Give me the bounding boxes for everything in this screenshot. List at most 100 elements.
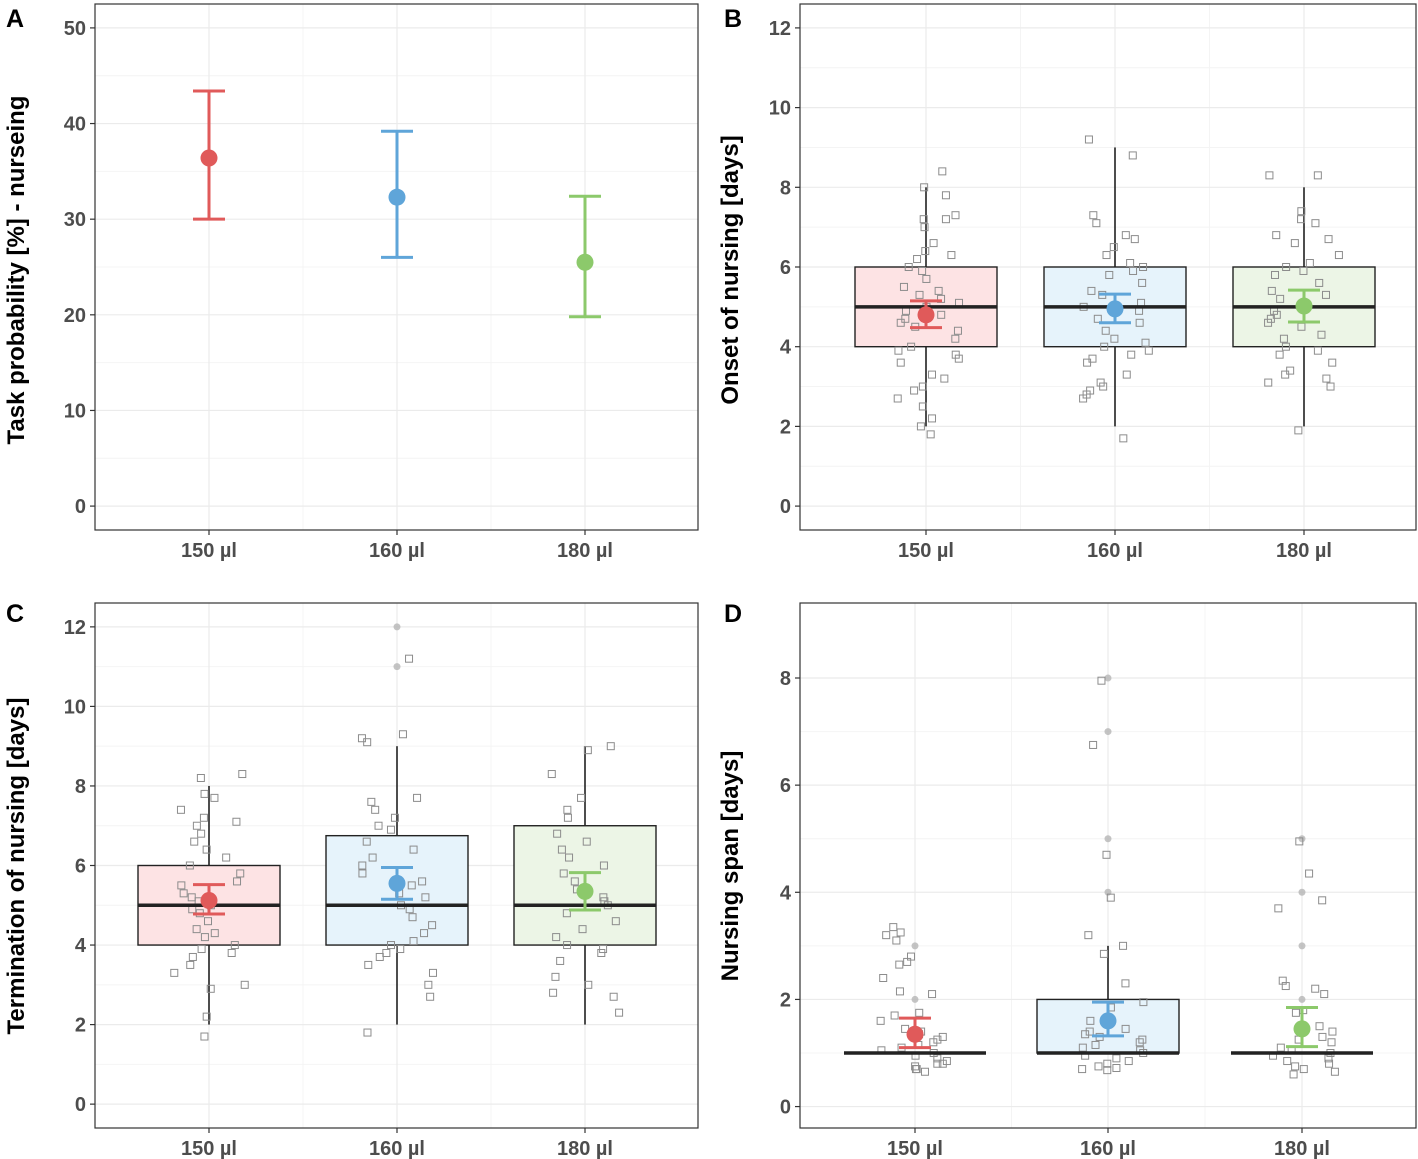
jitter-point-b [954, 354, 963, 363]
jitter-point-c [405, 654, 414, 663]
x-tick-label-d: 150 µl [887, 1138, 943, 1159]
mean-point-c [576, 882, 594, 900]
jitter-point-c [609, 992, 618, 1001]
y-tick-label-b: 10 [769, 98, 791, 120]
jitter-point-b [941, 191, 950, 200]
y-tick-label-d: 4 [780, 882, 792, 904]
jitter-point-c [552, 933, 561, 942]
jitter-point-c [421, 893, 430, 902]
jitter-point-b [907, 342, 916, 351]
jitter-point-c [559, 869, 568, 878]
jitter-point-d [1086, 1016, 1095, 1025]
jitter-point-c [578, 925, 587, 934]
jitter-point-c [583, 746, 592, 755]
jitter-point-d [1124, 1057, 1133, 1066]
jitter-point-b [896, 318, 905, 327]
jitter-point-b [928, 414, 937, 423]
jitter-point-c [238, 770, 247, 779]
jitter-point-c [363, 1028, 372, 1037]
x-tick-label-c: 160 µl [369, 1138, 425, 1159]
jitter-point-b [918, 402, 927, 411]
mean-point-c [200, 892, 218, 909]
jitter-point-c [597, 949, 606, 957]
y-tick-label-b: 8 [780, 177, 791, 199]
y-tick-label-a: 30 [64, 209, 86, 231]
jitter-point-c [364, 960, 373, 969]
jitter-point-b [1093, 314, 1102, 323]
jitter-point-b [904, 263, 913, 271]
jitter-point-c [210, 929, 219, 938]
jitter-point-b [1141, 338, 1150, 347]
jitter-point-c [615, 1008, 624, 1017]
jitter-point-c [230, 941, 239, 950]
jitter-point-b [915, 290, 924, 299]
jitter-point-d [1099, 949, 1108, 958]
jitter-point-d [1103, 1066, 1112, 1075]
y-tick-label-c: 8 [75, 776, 86, 798]
jitter-point-b [1281, 370, 1290, 379]
jitter-point-b [1290, 239, 1299, 248]
x-tick-label-a: 150 µl [181, 540, 237, 562]
jitter-point-d [928, 990, 937, 999]
y-tick-label-a: 50 [64, 18, 86, 40]
panel-a: A Task probability [%] - nurseing 0 10 20 3… [3, 3, 699, 562]
y-tick-label-c: 4 [75, 935, 87, 957]
jitter-point-c [551, 972, 560, 981]
jitter-point-c [387, 941, 396, 950]
y-tick-label-d: 0 [780, 1097, 791, 1119]
jitter-point-d [1102, 850, 1111, 859]
outlier-point-c [393, 623, 401, 631]
jitter-point-b [1271, 270, 1280, 279]
x-tick-label-d: 160 µl [1080, 1138, 1136, 1159]
jitter-point-d [1106, 893, 1115, 902]
jitter-point-b [1265, 171, 1274, 180]
jitter-point-d [1318, 896, 1327, 905]
jitter-point-c [563, 813, 572, 822]
outlier-point-d [1104, 835, 1112, 843]
jitter-point-b [910, 386, 919, 395]
panel-border-a [94, 3, 699, 531]
jitter-point-d [933, 1059, 942, 1068]
jitter-point-b [894, 346, 903, 355]
jitter-point-b [921, 247, 930, 256]
x-tick-label-c: 150 µl [181, 1138, 237, 1159]
jitter-point-b [1311, 219, 1320, 228]
jitter-point-b [1326, 382, 1335, 391]
jitter-point-d [1305, 869, 1314, 878]
y-tick-label-a: 20 [64, 305, 86, 327]
jitter-point-c [202, 845, 211, 854]
jitter-point-b [1089, 211, 1098, 220]
jitter-point-b [913, 255, 922, 264]
jitter-point-d [1276, 1043, 1285, 1052]
jitter-point-b [1135, 318, 1144, 327]
x-tick-label-a: 180 µl [557, 540, 613, 562]
jitter-point-c [200, 1032, 209, 1041]
jitter-point-b [1083, 358, 1092, 367]
jitter-point-c [584, 980, 593, 989]
jitter-point-b [1328, 358, 1337, 367]
jitter-point-c [396, 945, 405, 954]
jitter-point-c [374, 821, 383, 830]
jitter-point-c [407, 881, 416, 890]
jitter-point-b [1281, 342, 1290, 351]
jitter-point-c [577, 793, 586, 802]
jitter-point-d [1094, 1062, 1103, 1071]
jitter-point-b [938, 167, 947, 176]
jitter-point-b [920, 223, 929, 232]
jitter-point-b [937, 310, 946, 319]
jitter-point-c [409, 937, 418, 946]
jitter-point-b [1313, 171, 1322, 180]
jitter-point-b [1100, 342, 1109, 351]
jitter-point-c [582, 837, 591, 846]
jitter-point-c [367, 797, 376, 806]
jitter-point-d [933, 1035, 942, 1044]
jitter-point-c [386, 825, 395, 834]
y-tick-label-d: 2 [780, 989, 791, 1011]
jitter-point-d [1327, 1038, 1336, 1047]
jitter-point-c [611, 917, 620, 926]
jitter-point-d [1081, 1030, 1090, 1039]
jitter-point-d [1324, 1054, 1333, 1063]
jitter-point-c [428, 968, 437, 977]
jitter-point-c [408, 913, 417, 922]
